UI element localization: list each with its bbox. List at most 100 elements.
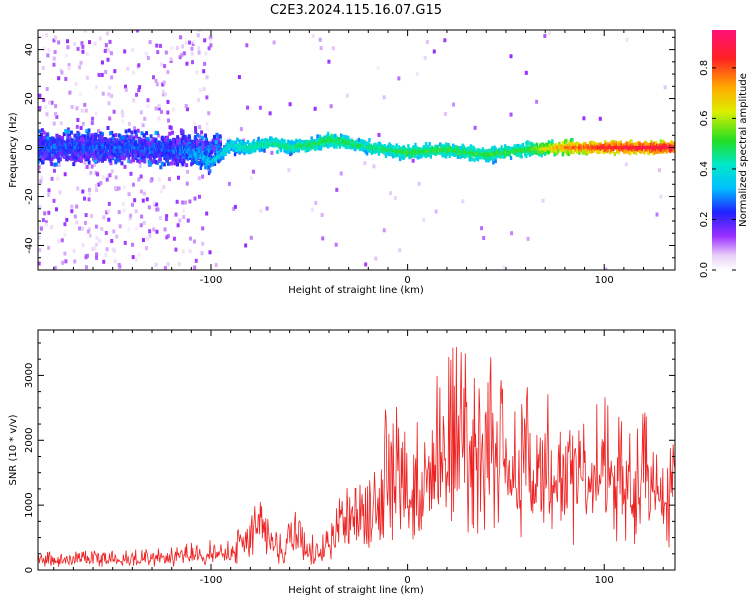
spectrogram-cloud <box>40 128 44 133</box>
spectrogram-cloud <box>152 155 156 160</box>
spectrogram-cloud <box>39 132 43 137</box>
spectrogram-speckle <box>425 40 429 45</box>
spectrogram-speckle <box>81 44 85 49</box>
spectrogram-speckle <box>154 78 158 83</box>
spectrogram-cell <box>391 154 395 159</box>
spectrogram-speckle <box>188 249 192 254</box>
spectrogram-speckle <box>205 211 209 216</box>
spectrogram-cell <box>234 140 238 145</box>
spectrogram-cell <box>94 149 98 154</box>
spectrogram-cell <box>211 162 214 167</box>
spectrogram-speckle <box>97 182 101 187</box>
spectrogram-cloud <box>124 129 128 134</box>
spectrogram-speckle <box>53 165 57 170</box>
spectrogram-cell <box>171 146 174 151</box>
spectrogram-cell <box>293 140 297 145</box>
spectrogram-speckle <box>144 51 148 56</box>
spectrogram-cell <box>542 143 546 148</box>
spectrogram-cell <box>310 136 313 141</box>
spectrogram-speckle <box>194 258 198 263</box>
spectrogram-speckle <box>111 247 115 252</box>
spectrogram-speckle <box>110 75 114 80</box>
spectrogram-cloud <box>217 146 221 151</box>
spectrogram-cell <box>565 138 568 143</box>
spectrogram-speckle <box>182 208 186 213</box>
spectrogram-cloud <box>46 149 50 154</box>
spectrogram-speckle <box>66 45 70 50</box>
spectrogram-cloud <box>169 161 173 166</box>
spectrogram-speckle <box>192 239 196 244</box>
spectrogram-cell <box>516 143 520 148</box>
spectrogram-speckle <box>95 255 99 260</box>
spectrogram-speckle <box>87 197 91 202</box>
spectrogram-speckle <box>47 210 51 215</box>
spectrogram-speckle <box>79 126 83 131</box>
spectrogram-speckle <box>102 259 106 264</box>
spectrogram-speckle <box>54 207 58 212</box>
spectrogram-speckle <box>83 30 87 33</box>
spectrogram-cell <box>614 140 618 145</box>
spectrogram-cloud <box>140 131 144 136</box>
spectrogram-speckle <box>94 85 98 90</box>
spectrogram-cloud <box>87 160 91 165</box>
spectrogram-cell <box>168 146 172 151</box>
spectrogram-cloud <box>154 159 158 164</box>
spectrogram-speckle <box>246 105 250 110</box>
spectrogram-speckle <box>389 191 393 196</box>
spectrogram-speckle <box>88 187 92 192</box>
spectrogram-speckle <box>155 202 159 207</box>
spectrogram-cell <box>468 157 471 162</box>
spectrogram-speckle <box>265 206 269 211</box>
spectrogram-speckle <box>190 46 194 51</box>
spectrogram-speckle <box>181 200 185 205</box>
spectrogram-speckle <box>81 49 85 54</box>
spectrogram-cell <box>138 137 141 142</box>
spectrogram-cell <box>250 149 253 154</box>
spectrogram-speckle <box>104 43 108 48</box>
spectrogram-speckle <box>625 37 629 42</box>
spectrogram-cell <box>49 159 53 164</box>
spectrogram-speckle <box>200 130 204 135</box>
spectrogram-speckle <box>38 261 41 266</box>
spectrogram-speckle <box>184 200 188 205</box>
spectrogram-speckle <box>137 63 141 68</box>
spectrogram-cloud <box>87 128 91 133</box>
spectrogram-cloud <box>194 129 198 134</box>
spectrogram-cloud <box>162 162 166 167</box>
spectrogram-cloud <box>86 131 90 136</box>
spectrogram-cloud <box>218 134 222 139</box>
spectrogram-speckle <box>38 235 41 240</box>
spectrogram-speckle <box>104 230 108 235</box>
spectrogram-cell <box>127 143 131 148</box>
spectrogram-speckle <box>239 127 243 132</box>
spectrogram-speckle <box>145 197 149 202</box>
spectrogram-cell <box>207 155 211 160</box>
spectrogram-speckle <box>149 178 153 183</box>
spectrogram-speckle <box>155 82 159 87</box>
spectrogram-cloud <box>50 162 54 167</box>
spectrogram-cell <box>181 142 185 147</box>
spectrogram-speckle <box>509 54 513 59</box>
spectrogram-speckle <box>97 72 101 77</box>
spectrogram-speckle <box>313 106 317 111</box>
spectrogram-cell <box>368 137 371 142</box>
spectrogram-speckle <box>311 33 315 38</box>
spectrogram-speckle <box>102 215 106 220</box>
spectrogram-speckle <box>45 112 49 117</box>
spectrogram-speckle <box>131 182 135 187</box>
spectrogram-cell <box>595 142 599 147</box>
spectrogram-cell <box>633 142 637 147</box>
spectrogram-cell <box>204 165 207 170</box>
spectrogram-speckle <box>107 92 111 97</box>
spectrogram-cell <box>493 154 496 159</box>
spectrogram-cell <box>476 157 480 162</box>
spectrogram-speckle <box>83 160 87 165</box>
spectrogram-speckle <box>41 66 45 71</box>
spectrogram-cell <box>177 153 180 158</box>
spectrogram-cell <box>38 153 41 158</box>
spectrogram-cell <box>140 141 144 146</box>
spectrogram-speckle <box>162 185 166 190</box>
spectrogram-cloud <box>74 153 78 158</box>
spectrogram-speckle <box>320 213 324 218</box>
spectrogram-speckle <box>258 105 262 110</box>
